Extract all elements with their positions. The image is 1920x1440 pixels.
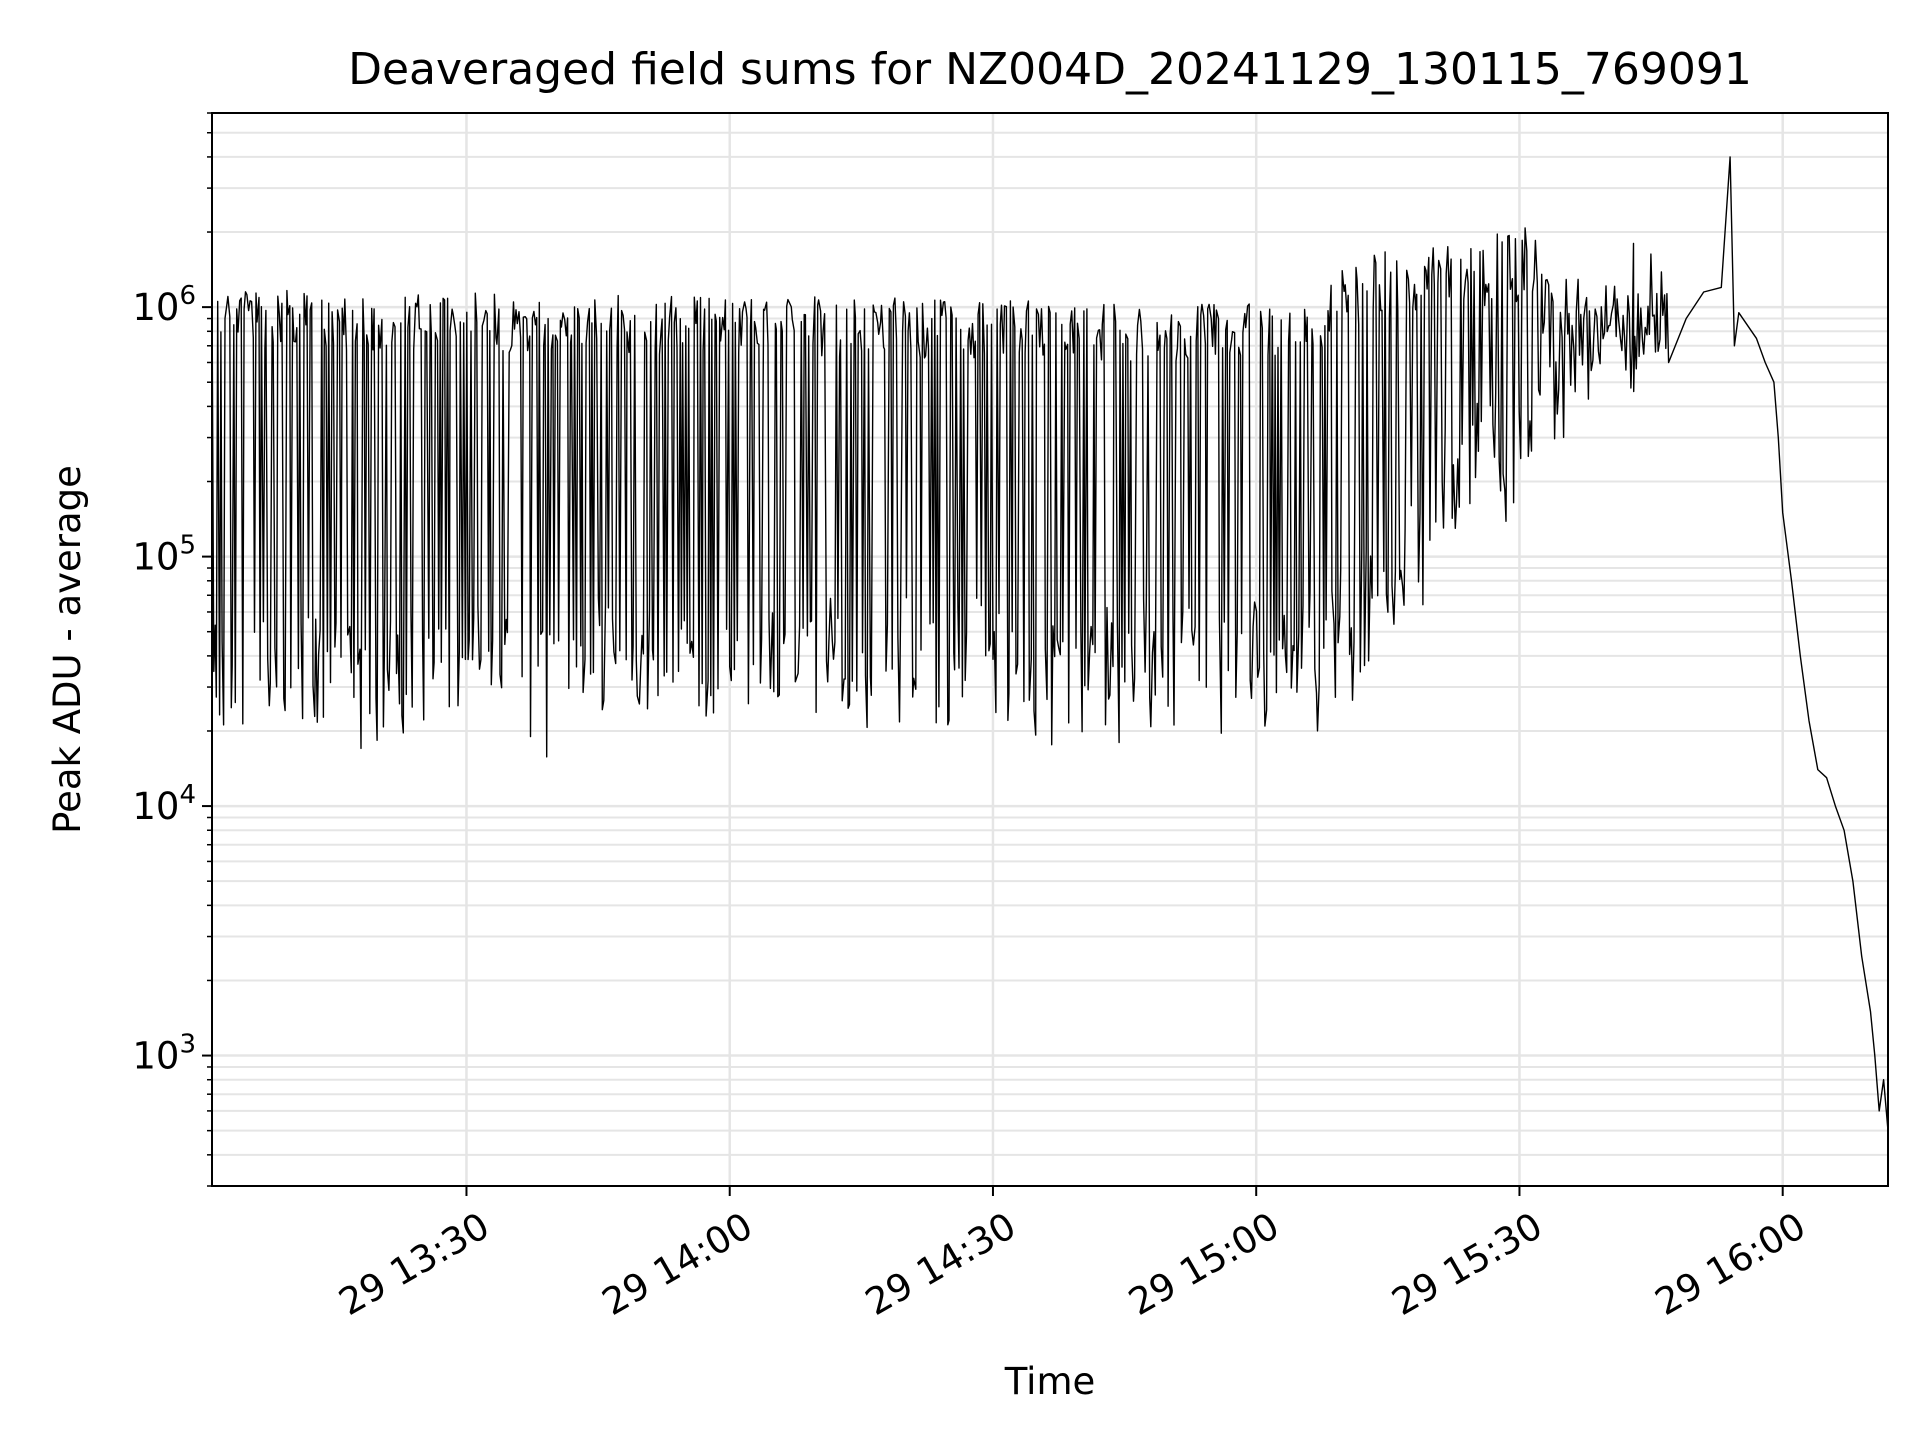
series-layer <box>211 156 1889 1131</box>
x-axis-label: Time <box>1004 1360 1096 1403</box>
chart-title: Deaveraged field sums for NZ004D_2024112… <box>348 44 1752 95</box>
y-tick-label: 104 <box>132 780 196 828</box>
y-tick-label: 106 <box>132 281 196 329</box>
axes-frame <box>211 112 1889 1187</box>
y-axis-label: Peak ADU - average <box>46 465 89 834</box>
y-tick-label: 105 <box>132 531 196 579</box>
y-tick-label: 103 <box>132 1030 196 1078</box>
series-line <box>211 156 1889 1131</box>
